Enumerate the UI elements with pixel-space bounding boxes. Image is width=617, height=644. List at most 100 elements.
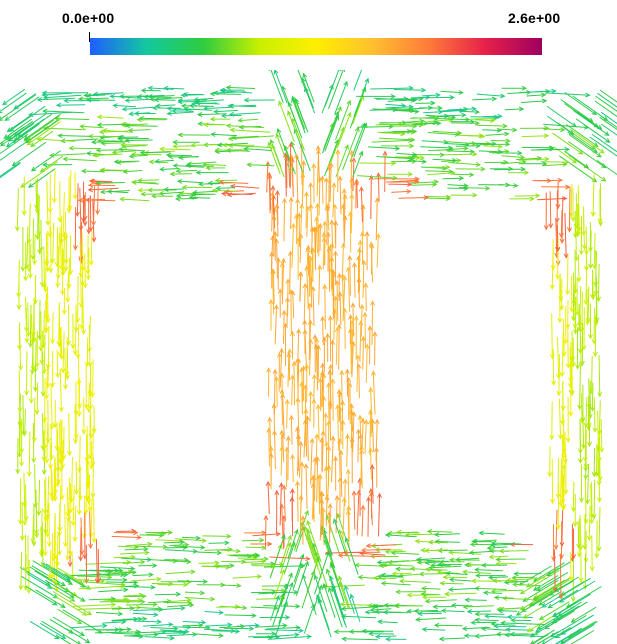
field-arrow: [84, 253, 86, 288]
field-arrow-head: [136, 534, 142, 540]
field-arrow: [263, 565, 305, 568]
field-arrow-head: [352, 261, 357, 268]
field-arrow: [208, 542, 229, 544]
field-arrow-head: [48, 492, 54, 498]
field-arrow: [497, 128, 517, 131]
field-arrow-head: [85, 151, 92, 157]
field-arrow-head: [60, 270, 65, 277]
field-arrow-head: [28, 398, 34, 404]
field-arrow-head: [68, 270, 74, 276]
field-arrow-head: [270, 268, 276, 274]
field-arrow: [93, 92, 124, 95]
field-arrow-head: [34, 409, 40, 416]
field-arrow-head: [358, 551, 365, 556]
field-arrow: [307, 245, 310, 277]
field-arrow-head: [593, 320, 599, 327]
field-arrow-head: [254, 552, 260, 558]
field-arrow: [366, 544, 397, 547]
field-arrow-head: [535, 193, 541, 199]
field-arrow-head: [90, 492, 96, 499]
field-arrow: [595, 276, 598, 322]
field-arrow-head: [497, 149, 503, 155]
field-arrow: [304, 87, 316, 114]
field-arrow: [223, 627, 254, 630]
field-arrow-head: [274, 489, 280, 496]
field-arrow-head: [147, 187, 153, 193]
field-arrow-head: [87, 187, 94, 193]
field-arrow-head: [42, 162, 48, 168]
field-arrow-head: [338, 529, 344, 535]
field-arrow-head: [464, 562, 470, 568]
field-arrow-head: [78, 272, 84, 278]
colorbar-max-label: 2.6e+00: [508, 10, 561, 26]
field-arrow: [74, 311, 77, 355]
field-arrow: [204, 611, 224, 614]
field-arrow: [361, 418, 364, 448]
field-arrow: [147, 600, 172, 604]
field-arrow-head: [306, 634, 313, 640]
field-arrow: [362, 548, 391, 551]
field-arrow-head: [14, 135, 20, 141]
field-arrow: [422, 628, 446, 631]
field-arrow: [90, 495, 93, 537]
field-arrow-head: [201, 538, 208, 544]
field-arrow: [6, 127, 34, 148]
field-arrow: [95, 571, 136, 576]
field-arrow-head: [128, 111, 134, 117]
field-arrow: [92, 140, 123, 143]
field-arrow-head: [81, 217, 86, 223]
field-arrow: [71, 551, 74, 579]
field-arrow-head: [65, 575, 71, 581]
field-arrow: [539, 601, 570, 620]
field-arrow-head: [307, 302, 313, 308]
field-arrow-head: [30, 538, 36, 544]
field-arrow: [264, 629, 303, 632]
field-arrow: [35, 179, 38, 209]
field-arrow: [560, 99, 593, 123]
field-arrow: [537, 197, 567, 201]
field-arrow-head: [239, 623, 246, 629]
field-arrow-head: [354, 178, 360, 184]
field-arrow-head: [293, 589, 299, 595]
field-arrow-head: [279, 388, 285, 395]
field-arrow-head: [339, 369, 345, 376]
field-arrow-head: [583, 266, 589, 272]
field-arrow: [296, 481, 299, 522]
field-arrow: [427, 530, 453, 533]
field-arrow-head: [559, 494, 565, 500]
field-arrow-head: [484, 185, 491, 191]
field-arrow: [372, 419, 374, 452]
field-arrow: [569, 186, 571, 232]
field-arrow: [375, 419, 378, 462]
field-arrow: [555, 509, 558, 550]
field-arrow: [6, 120, 34, 140]
field-arrow-head: [547, 472, 553, 478]
field-arrow-head: [60, 290, 65, 296]
field-arrow: [176, 197, 198, 200]
field-arrow-head: [360, 547, 367, 553]
field-arrow: [440, 582, 464, 585]
field-arrow-head: [584, 124, 590, 130]
field-arrow: [560, 620, 598, 644]
field-arrow: [50, 153, 86, 156]
field-arrow: [343, 194, 346, 229]
field-arrow-head: [70, 520, 76, 527]
field-arrow-head: [122, 577, 128, 583]
field-arrow-head: [326, 511, 332, 517]
field-arrow-head: [301, 574, 307, 580]
field-arrow-head: [315, 202, 320, 209]
field-arrow-head: [474, 120, 481, 126]
field-arrow: [356, 355, 359, 393]
field-arrow-head: [278, 100, 283, 106]
field-arrow-head: [266, 367, 272, 373]
field-arrow-head: [131, 569, 137, 575]
field-arrow-head: [362, 311, 368, 318]
field-arrow-head: [51, 555, 57, 562]
field-arrow-head: [395, 589, 401, 595]
field-arrow-head: [197, 622, 204, 628]
field-arrow-head: [26, 471, 32, 477]
field-arrow: [379, 137, 415, 141]
field-arrow: [350, 409, 353, 456]
field-arrow-head: [442, 574, 448, 580]
field-arrow: [28, 431, 31, 476]
